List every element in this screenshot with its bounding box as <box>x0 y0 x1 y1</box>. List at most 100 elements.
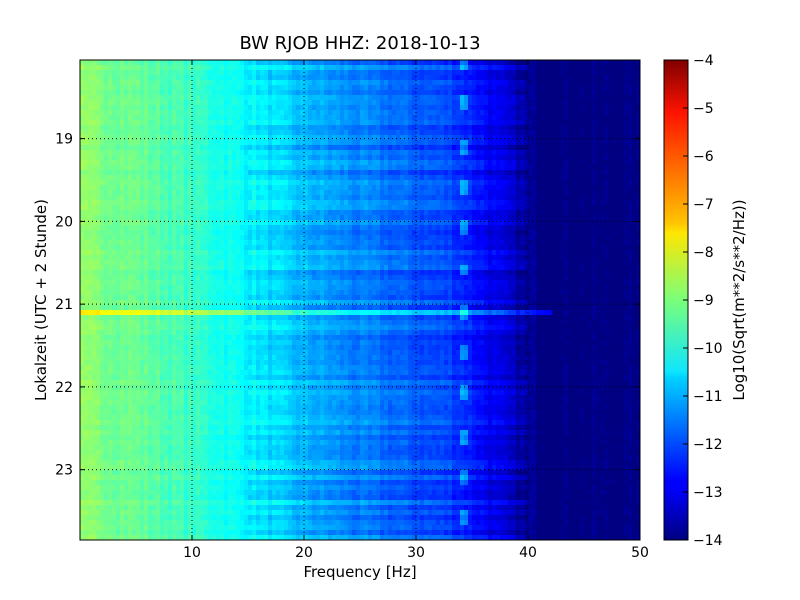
heatmap-cell <box>96 190 101 196</box>
heatmap-cell <box>624 215 629 221</box>
heatmap-cell <box>156 230 161 236</box>
heatmap-cell <box>312 160 317 166</box>
heatmap-cell <box>620 140 625 146</box>
heatmap-cell <box>104 85 109 91</box>
heatmap-cell <box>448 135 453 141</box>
heatmap-cell <box>556 185 561 191</box>
heatmap-cell <box>308 110 313 116</box>
heatmap-cell <box>484 160 489 166</box>
heatmap-cell <box>264 195 269 201</box>
heatmap-cell <box>260 140 265 146</box>
heatmap-cell <box>380 110 385 116</box>
heatmap-cell <box>556 100 561 106</box>
heatmap-cell <box>100 85 105 91</box>
heatmap-cell <box>620 205 625 211</box>
heatmap-cell <box>184 235 189 241</box>
heatmap-cell <box>272 60 277 66</box>
heatmap-cell <box>144 115 149 121</box>
heatmap-cell <box>632 140 637 146</box>
heatmap-cell <box>332 75 337 81</box>
heatmap-cell <box>436 235 441 241</box>
heatmap-cell <box>196 175 201 181</box>
heatmap-cell <box>244 130 249 136</box>
heatmap-cell <box>504 65 509 71</box>
heatmap-cell <box>560 230 565 236</box>
heatmap-cell <box>220 140 225 146</box>
heatmap-cell <box>276 230 281 236</box>
heatmap-cell <box>548 130 553 136</box>
heatmap-cell <box>444 235 449 241</box>
heatmap-cell <box>424 85 429 91</box>
heatmap-cell <box>500 195 505 201</box>
heatmap-cell <box>392 60 397 66</box>
heatmap-cell <box>220 215 225 221</box>
heatmap-cell <box>432 100 437 106</box>
heatmap-cell <box>304 100 309 106</box>
heatmap-cell <box>116 120 121 126</box>
heatmap-cell <box>400 130 405 136</box>
heatmap-cell <box>560 135 565 141</box>
heatmap-cell <box>204 75 209 81</box>
heatmap-cell <box>372 80 377 86</box>
heatmap-cell <box>200 145 205 151</box>
heatmap-cell <box>196 60 201 66</box>
heatmap-cell <box>420 215 425 221</box>
heatmap-cell <box>604 215 609 221</box>
heatmap-cell <box>624 120 629 126</box>
heatmap-cell <box>616 175 621 181</box>
heatmap-cell <box>512 85 517 91</box>
heatmap-cell <box>216 70 221 76</box>
heatmap-cell <box>84 210 89 216</box>
heatmap-cell <box>532 220 537 226</box>
heatmap-cell <box>548 195 553 201</box>
heatmap-cell <box>536 170 541 176</box>
heatmap-cell <box>624 135 629 141</box>
heatmap-cell <box>348 180 353 186</box>
heatmap-cell <box>276 180 281 186</box>
heatmap-cell <box>252 175 257 181</box>
heatmap-cell <box>196 90 201 96</box>
heatmap-cell <box>180 70 185 76</box>
heatmap-cell <box>336 190 341 196</box>
heatmap-cell <box>172 80 177 86</box>
heatmap-cell <box>416 165 421 171</box>
heatmap-cell <box>124 205 129 211</box>
heatmap-cell <box>628 125 633 131</box>
heatmap-cell <box>240 80 245 86</box>
heatmap-cell <box>468 195 473 201</box>
heatmap-cell <box>552 155 557 161</box>
heatmap-cell <box>500 140 505 146</box>
heatmap-cell <box>480 145 485 151</box>
heatmap-cell <box>268 210 273 216</box>
heatmap-cell <box>308 140 313 146</box>
heatmap-cell <box>80 130 85 136</box>
heatmap-cell <box>344 170 349 176</box>
heatmap-cell <box>616 95 621 101</box>
heatmap-cell <box>452 80 457 86</box>
heatmap-cell <box>368 135 373 141</box>
heatmap-cell <box>148 135 153 141</box>
heatmap-cell <box>608 135 613 141</box>
heatmap-cell <box>212 60 217 66</box>
heatmap-cell <box>528 110 533 116</box>
heatmap-cell <box>248 60 253 66</box>
heatmap-cell <box>384 120 389 126</box>
heatmap-cell <box>348 160 353 166</box>
heatmap-cell <box>608 205 613 211</box>
heatmap-cell <box>580 85 585 91</box>
heatmap-cell <box>524 190 529 196</box>
heatmap-cell <box>456 110 461 116</box>
heatmap-cell <box>248 135 253 141</box>
heatmap-cell <box>440 95 445 101</box>
heatmap-cell <box>608 165 613 171</box>
heatmap-cell <box>572 115 577 121</box>
heatmap-cell <box>620 210 625 216</box>
heatmap-cell <box>216 220 221 226</box>
heatmap-cell <box>412 120 417 126</box>
heatmap-cell <box>568 175 573 181</box>
heatmap-cell <box>340 125 345 131</box>
heatmap-cell <box>476 80 481 86</box>
heatmap-cell <box>128 95 133 101</box>
heatmap-cell <box>444 110 449 116</box>
heatmap-cell <box>532 125 537 131</box>
